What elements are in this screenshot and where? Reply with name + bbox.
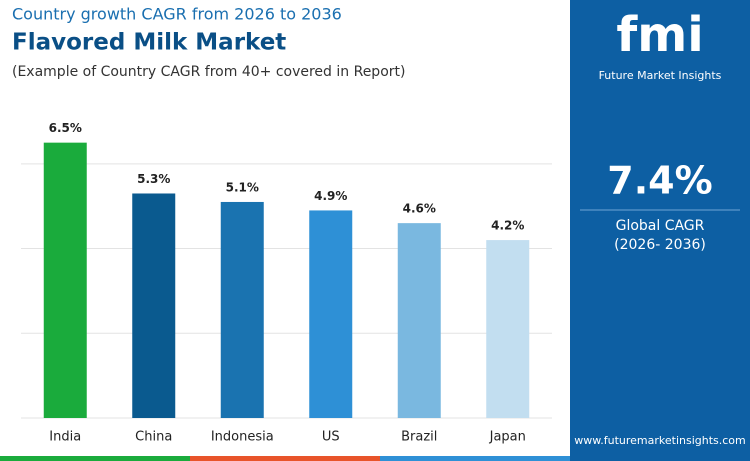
footer-strip [190, 456, 380, 461]
logo-text: Future Market Insights [599, 69, 722, 82]
website: www.futuremarketinsights.com [574, 434, 746, 447]
x-tick-label: Japan [489, 430, 526, 445]
footer-strip [0, 456, 190, 461]
bar [132, 193, 176, 418]
bar [43, 142, 87, 418]
bar [397, 223, 441, 418]
logo: fmi [616, 7, 703, 63]
value-label: 5.1% [226, 180, 259, 194]
footer-strip [380, 456, 570, 461]
x-tick-label: China [135, 430, 172, 445]
x-tick-label: India [49, 430, 81, 445]
value-label: 4.9% [314, 189, 347, 203]
bar [309, 210, 353, 418]
note: (Example of Country CAGR from 40+ covere… [12, 64, 405, 80]
kicker: Country growth CAGR from 2026 to 2036 [12, 5, 342, 24]
x-tick-label: Brazil [401, 430, 437, 445]
global-cagr: 7.4% [607, 159, 712, 203]
side-panel [570, 0, 750, 461]
bar [220, 201, 264, 418]
bar [486, 240, 530, 418]
value-label: 4.6% [403, 202, 436, 216]
value-label: 5.3% [137, 172, 170, 186]
period: (2026- 2036) [614, 237, 706, 253]
cagr-label: Global CAGR [616, 218, 705, 234]
chart-title: Flavored Milk Market [12, 30, 286, 56]
x-tick-label: Indonesia [211, 430, 274, 445]
value-label: 6.5% [49, 121, 82, 135]
x-tick-label: US [322, 430, 340, 445]
value-label: 4.2% [491, 219, 524, 233]
